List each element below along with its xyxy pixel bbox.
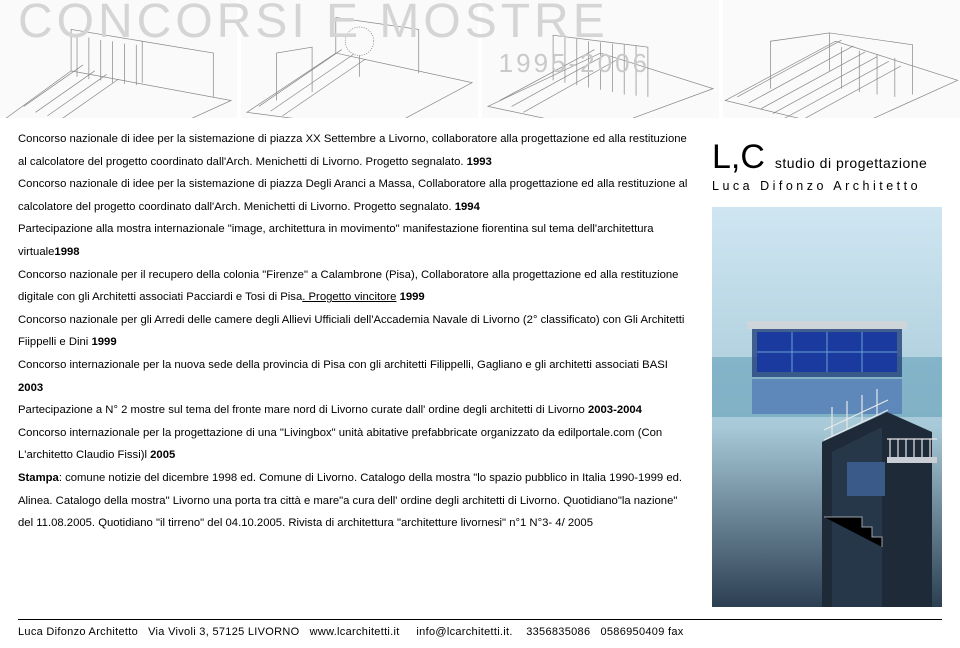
body-segment: 2003 (18, 382, 43, 394)
body-segment: 1999 (91, 336, 116, 348)
body-segment: Concorso nazionale per gli Arredi delle … (18, 314, 684, 349)
body-segment: 1993 (467, 156, 492, 168)
sketch-panel (723, 0, 960, 118)
body-segment: : comune notizie del dicembre 1998 ed. C… (18, 472, 682, 529)
footer-name: Luca Difonzo Architetto (18, 626, 138, 638)
body-segment: Concorso nazionale di idee per la sistem… (18, 133, 687, 168)
footer-address: Via Vivoli 3, 57125 LIVORNO (148, 626, 299, 638)
body-segment: 1998 (54, 246, 79, 258)
body-segment: Stampa (18, 472, 59, 484)
body-segment: Partecipazione alla mostra internazional… (18, 223, 654, 258)
sketch-panel (241, 0, 478, 118)
banner-sketch-row (0, 0, 960, 118)
logo-subtitle: studio di progettazione (775, 155, 927, 171)
footer-web: www.lcarchitetti.it (310, 626, 400, 638)
banner: CONCORSI E MOSTRE 1995-2006 (0, 0, 960, 118)
architectural-render (712, 207, 942, 607)
sketch-panel (0, 0, 237, 118)
sketch-panel (482, 0, 719, 118)
body-segment: Concorso internazionale per la progettaz… (18, 427, 662, 462)
logo-block: L,C studio di progettazione Luca Difonzo… (712, 128, 942, 193)
body-segment: 2003-2004 (588, 404, 642, 416)
logo-lc: L,C (712, 138, 765, 177)
body-text: Concorso nazionale di idee per la sistem… (18, 128, 692, 608)
footer: Luca Difonzo Architetto Via Vivoli 3, 57… (18, 619, 942, 638)
body-segment: 1999 (400, 291, 425, 303)
footer-phone: 3356835086 (526, 626, 590, 638)
body-segment: Concorso nazionale di idee per la sistem… (18, 178, 687, 213)
footer-email: info@lcarchitetti.it. (416, 626, 512, 638)
body-segment: 2005 (150, 449, 175, 461)
logo-line2: Luca Difonzo Architetto (712, 179, 942, 193)
body-segment: . Progetto vincitore (302, 291, 396, 303)
footer-fax: 0586950409 fax (600, 626, 683, 638)
body-segment: 1994 (455, 201, 480, 213)
body-segment: Concorso internazionale per la nuova sed… (18, 359, 668, 371)
body-segment: Partecipazione a N° 2 mostre sul tema de… (18, 404, 588, 416)
